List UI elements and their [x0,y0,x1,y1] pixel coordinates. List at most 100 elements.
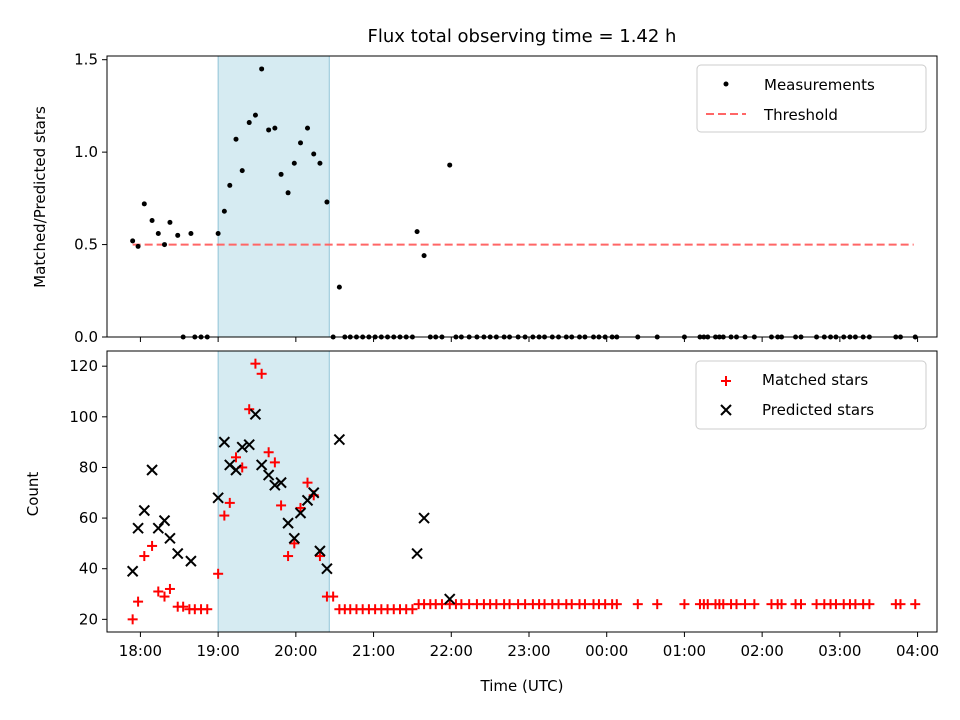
predicted-star-point [146,464,158,476]
measurement-point [246,120,252,126]
measurement-point [414,229,420,235]
matched-legend-marker [721,376,731,386]
predicted-star-point [255,459,268,471]
predicted-star-point [262,469,275,481]
measurements-legend-label: Measurements [764,76,875,94]
count-y-axis-label: Count [24,472,42,517]
x-tick-label: 23:00 [507,642,550,660]
matched-star-point [504,599,515,610]
x-tick-label: 19:00 [197,642,240,660]
measurement-point [239,168,245,174]
matched-star-point [295,502,306,513]
predicted-legend-label: Predicted stars [762,401,874,419]
measurement-point [167,219,173,225]
measurement-point [317,160,323,166]
matched-star-point [731,599,742,610]
x-tick-label: 21:00 [352,642,395,660]
measurement-point [324,199,330,205]
measurement-point [259,66,265,72]
threshold-legend-label: Threshold [763,106,838,124]
matched-star-point [611,599,622,610]
matched-star-point [910,599,921,610]
matched-star-point [153,586,164,597]
predicted-star-point [243,438,255,451]
measurement-point [272,125,278,131]
predicted-star-point [132,522,144,534]
x-tick-label: 20:00 [274,642,317,660]
matched-star-point [224,497,235,508]
predicted-star-point [158,514,171,527]
ratio-panel: 0.0 0.5 1.0 1.5 Flux total observing time =… [31,26,938,346]
y-tick-label: 40 [79,560,98,578]
matched-star-point [244,404,255,415]
predicted-star-point [308,487,320,499]
x-axis-label: Time (UTC) [480,677,564,695]
measurement-point [141,201,147,207]
x-tick-label: 22:00 [430,642,473,660]
predicted-star-point [269,479,281,491]
measurement-point [155,230,161,236]
predicted-star-point [321,563,333,575]
matched-star-point [147,540,158,551]
matched-star-point [652,599,663,610]
matched-star-point [740,599,751,610]
y-tick-label: 1.5 [74,51,98,69]
count-legend-box [695,360,927,430]
observing-window-span [217,350,330,633]
measurement-point [227,182,233,188]
count-panel: 20 40 60 80 100 120 18:00 19:00 20:00 21:00 22:00… [24,350,939,695]
matched-star-point [679,599,690,610]
measurement-point [252,112,258,118]
measurement-point [285,190,291,196]
y-tick-label: 0.5 [74,236,98,254]
matched-star-point [632,599,643,610]
measurement-point [291,160,297,166]
predicted-star-point [444,593,456,605]
predicted-star-point [126,565,139,577]
observing-window-span [217,55,330,338]
matched-star-point [579,599,590,610]
matched-star-point [219,510,230,521]
matched-star-point [749,599,760,610]
measurement-point [336,284,342,290]
measurement-point [421,253,427,259]
measurement-point [221,208,227,214]
predicted-star-point [314,545,326,557]
y-tick-label: 20 [79,610,98,628]
predicted-star-point [212,492,224,504]
matched-star-point [302,477,313,488]
measurement-point [135,243,141,249]
matched-star-point [407,604,418,615]
ratio-legend: Measurements Threshold [696,64,927,133]
matched-star-point [328,591,339,602]
y-tick-label: 1.0 [74,143,98,161]
y-tick-label: 0.0 [74,328,98,346]
predicted-star-point [282,517,294,529]
x-tick-label: 02:00 [741,642,784,660]
predicted-star-point [236,441,248,453]
matched-star-point [256,368,267,379]
matched-star-point [314,551,325,562]
ratio-legend-box [696,64,927,133]
x-tick-label: 18:00 [119,642,162,660]
ratio-panel-frame [106,55,938,338]
measurement-point [175,232,181,238]
predicted-star-point [418,512,430,524]
measurement-point [447,162,453,168]
predicted-star-point [164,532,176,545]
measurement-point [298,140,304,146]
matched-star-point [795,599,806,610]
matched-star-point [895,599,906,610]
count-legend: Matched stars Predicted stars [695,360,927,430]
matched-star-point [864,599,875,610]
predicted-star-point [218,436,231,448]
matched-star-point [127,614,138,625]
predicted-star-point [275,476,287,489]
measurement-point [215,230,221,236]
measurement-point [266,127,272,133]
x-tick-label: 01:00 [663,642,706,660]
count-panel-frame [106,350,938,633]
matched-star-point [276,500,287,511]
predicted-star-point [411,547,423,560]
